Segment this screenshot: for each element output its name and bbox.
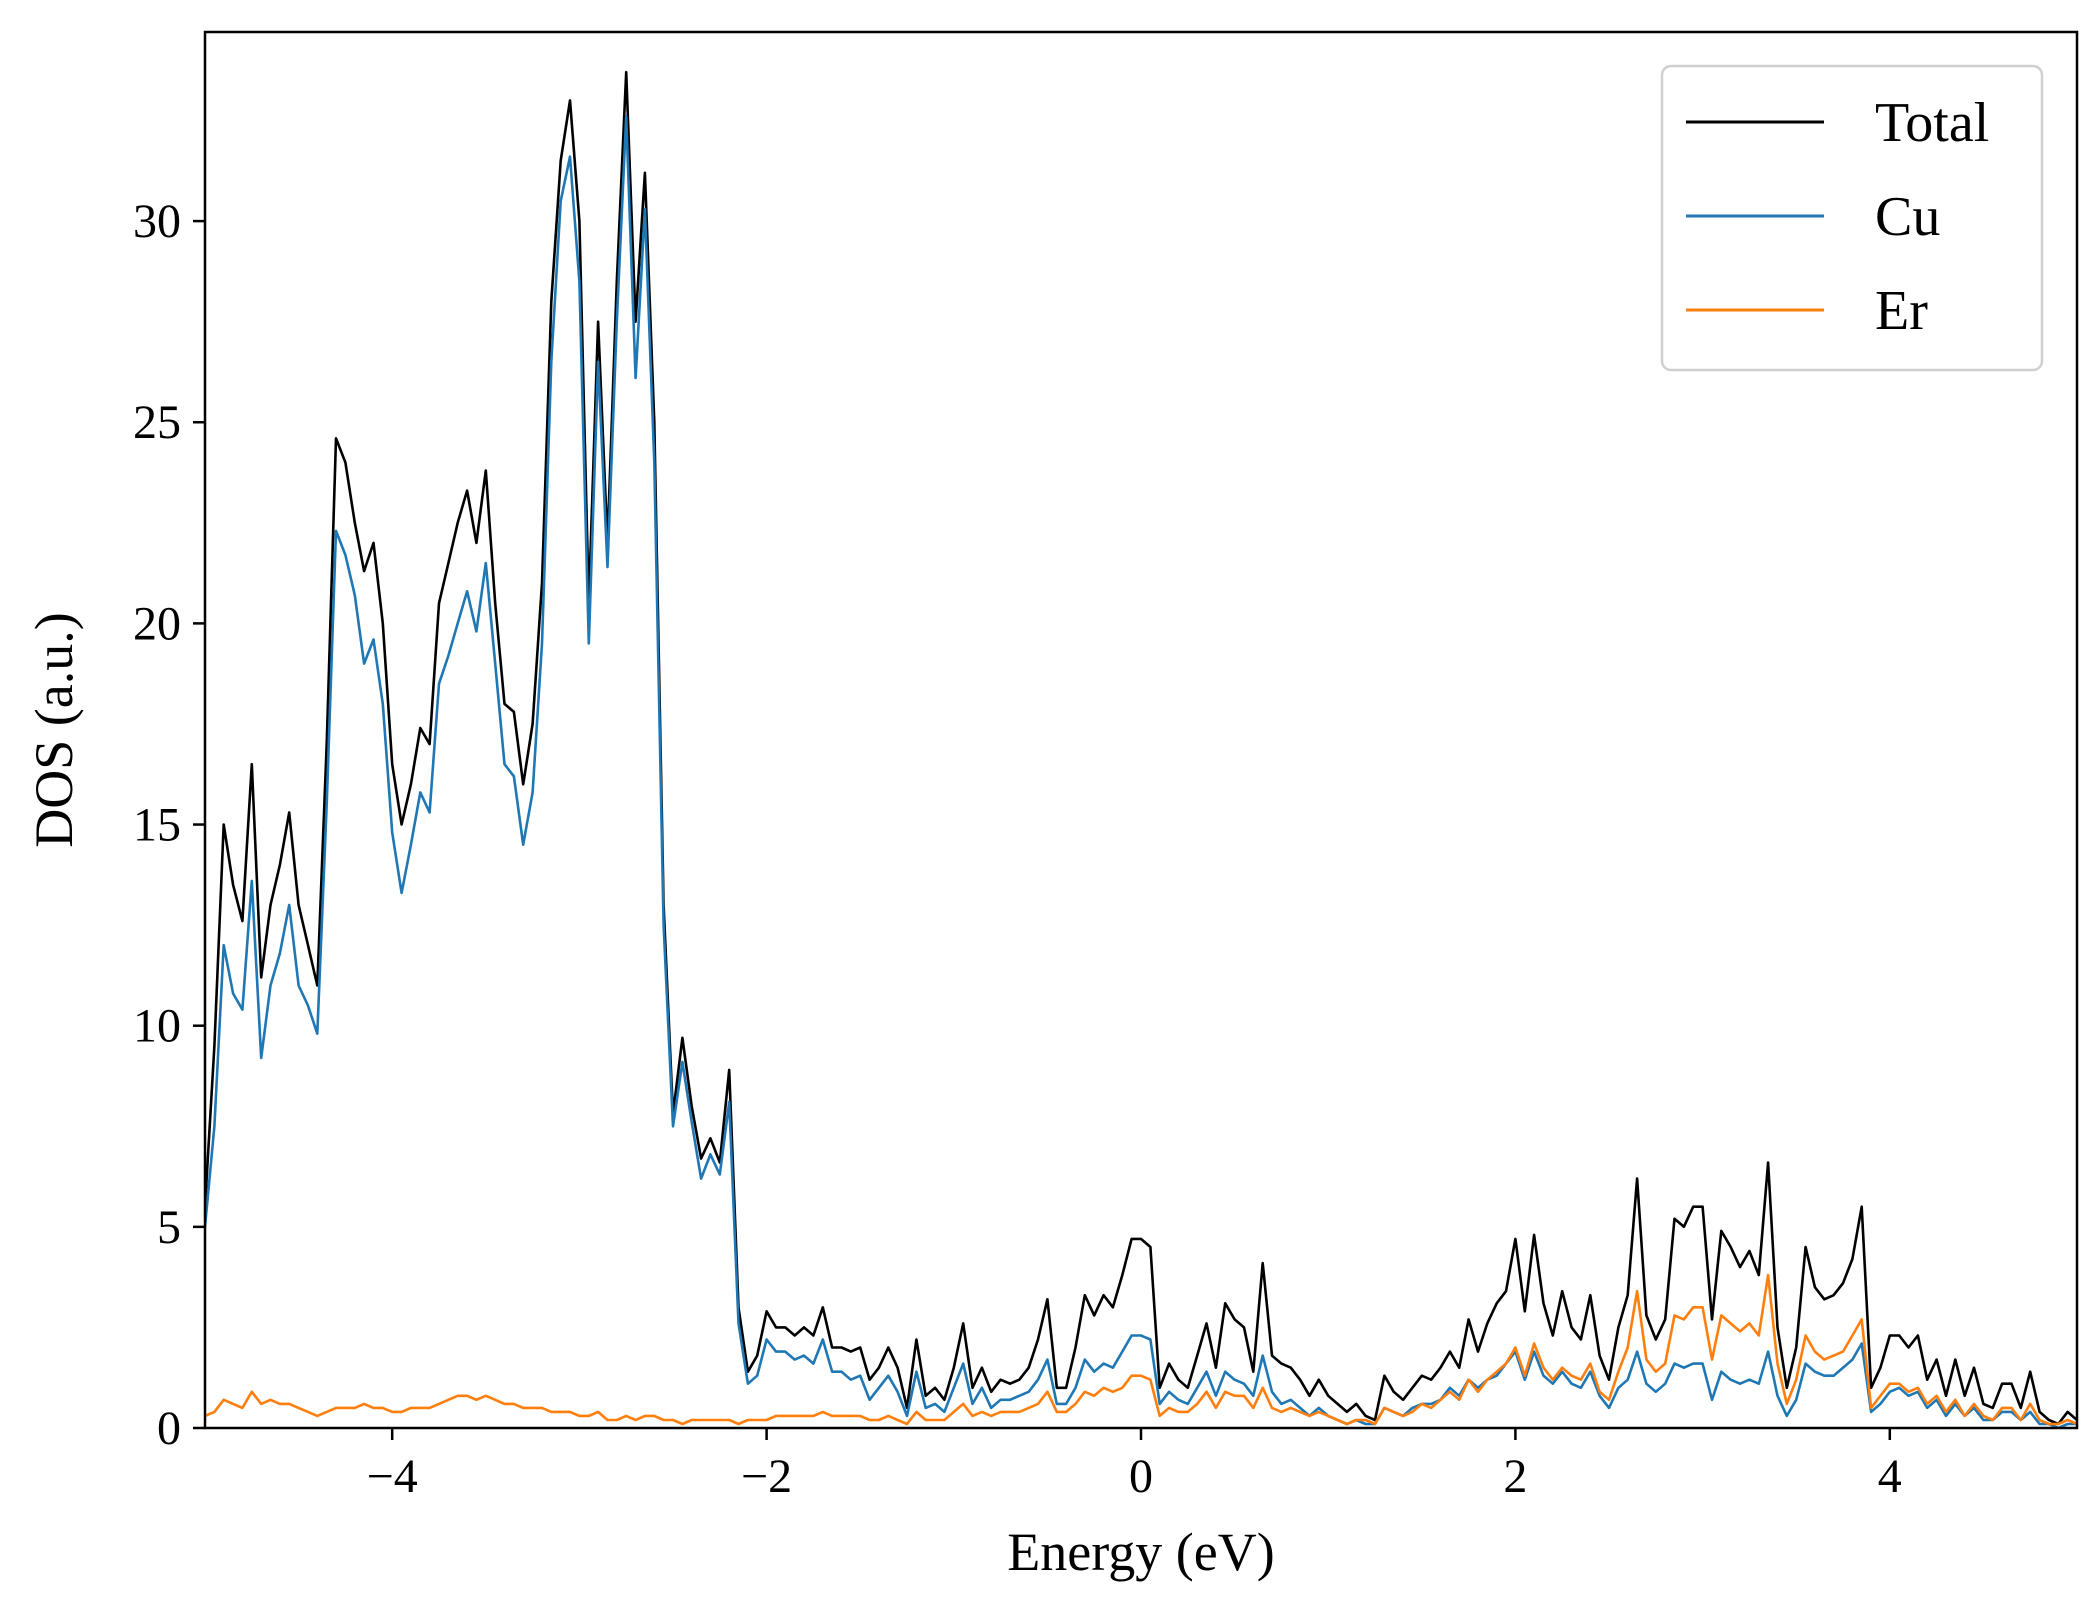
y-axis-ticks: 0 5 10 15 20 25 30 (133, 195, 205, 1455)
series-line-total (205, 70, 2077, 1426)
legend: Total Cu Er (1660, 64, 2044, 372)
legend-label-total: Total (1875, 92, 1989, 154)
x-axis-label: Energy (eV) (1007, 1522, 1274, 1582)
y-tick-label: 10 (133, 1000, 181, 1053)
x-tick-label: 4 (1878, 1450, 1902, 1503)
series-line-er (205, 1273, 2077, 1426)
legend-box (1660, 64, 2044, 372)
y-tick-label: 0 (157, 1402, 181, 1455)
legend-label-cu: Cu (1875, 186, 1940, 248)
y-tick-label: 20 (133, 597, 181, 650)
x-tick-label: −4 (367, 1450, 418, 1503)
y-tick-label: 5 (157, 1201, 181, 1254)
x-axis-ticks: −4 −2 0 2 4 (367, 1428, 1902, 1503)
y-tick-label: 30 (133, 195, 181, 248)
series-layer (205, 70, 2077, 1428)
y-axis-label: DOS (a.u.) (24, 612, 84, 847)
legend-label-er: Er (1875, 280, 1928, 342)
x-tick-label: −2 (741, 1450, 792, 1503)
x-tick-label: 2 (1503, 1450, 1527, 1503)
x-tick-label: 0 (1129, 1450, 1153, 1503)
y-tick-label: 25 (133, 396, 181, 449)
series-line-cu (205, 115, 2077, 1428)
y-tick-label: 15 (133, 799, 181, 852)
